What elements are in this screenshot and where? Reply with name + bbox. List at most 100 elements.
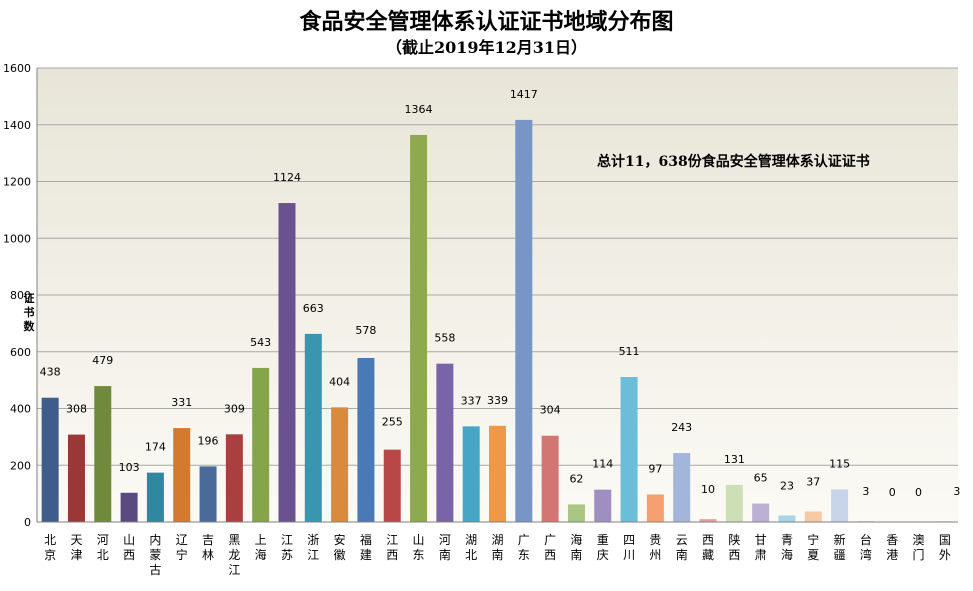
data-label: 62 [569,472,583,485]
bar-青海 [778,515,796,522]
data-label: 243 [671,421,692,434]
data-label: 1417 [510,88,538,101]
chart-subtitle: （截止2019年12月31日） [385,38,588,57]
data-label: 479 [92,354,113,367]
bar-四川 [620,377,638,522]
data-label: 0 [889,486,896,499]
data-label: 37 [806,476,820,489]
bar-新疆 [831,489,849,522]
bar-河北 [94,386,112,522]
x-tick-label: 辽宁 [176,533,188,562]
x-tick-label: 甘肃 [755,533,767,562]
data-label: 103 [119,461,140,474]
x-tick-label: 安徽 [334,532,346,562]
data-label: 114 [592,458,613,471]
data-label: 578 [355,324,376,337]
data-label: 131 [724,453,745,466]
data-label: 309 [224,402,245,415]
x-tick-label: 海南 [570,532,582,562]
x-tick-label: 陕西 [728,532,740,562]
data-label: 1124 [273,171,301,184]
y-tick-label: 600 [10,346,31,359]
x-tick-label: 湖南 [491,532,503,562]
data-label: 543 [250,336,271,349]
data-label: 337 [461,394,482,407]
x-tick-label: 江苏 [281,533,293,562]
data-label: 663 [303,302,324,315]
y-tick-labels: 0 200 400 600 800 1000 1200 1400 1600 [3,62,31,529]
data-label: 10 [701,483,715,496]
data-label: 404 [329,375,350,388]
y-tick-label: 1600 [3,62,31,75]
bar-江苏 [278,203,296,522]
y-tick-label: 800 [10,289,31,302]
x-tick-label: 上海 [255,533,267,562]
data-label: 174 [145,441,166,454]
x-tick-label: 四川 [623,533,635,562]
bar-广东 [515,119,533,523]
x-tick-label: 青海 [781,533,793,562]
bar-山东 [410,134,428,522]
x-tick-label: 福建 [360,532,372,562]
bar-重庆 [594,489,612,522]
data-label: 0 [915,486,922,499]
data-label: 115 [829,457,850,470]
x-tick-label: 北京 [44,533,56,562]
x-tick-label: 山东 [413,533,425,562]
x-tick-label: 江西 [386,533,398,562]
bar-湖北 [462,426,480,522]
x-tick-label: 云南 [676,533,688,562]
x-tick-label: 香港 [886,533,898,562]
y-tick-label: 1200 [3,176,31,189]
bar-河南 [436,363,454,522]
bar-陕西 [725,484,743,522]
data-label: 255 [382,416,403,429]
x-tick-label: 广西 [544,533,556,562]
bar-山西 [120,492,138,522]
data-label: 196 [198,434,219,447]
bar-黑龙江 [225,434,243,522]
data-label: 558 [434,332,455,345]
x-tick-label: 贵州 [649,533,661,562]
y-tick-label: 400 [10,403,31,416]
bar-宁夏 [804,511,822,522]
x-tick-label: 新疆 [834,532,846,562]
x-tick-label: 澳门 [913,533,925,562]
bar-贵州 [646,494,664,522]
bar-北京 [41,397,59,522]
data-labels: 4383084791031743311963095431124663404578… [40,88,961,499]
bar-内蒙古 [146,472,164,522]
bar-海南 [567,504,585,522]
data-label: 3 [862,485,869,498]
data-label: 65 [754,472,768,485]
total-annotation: 总计11，638份食品安全管理体系认证证书 [597,154,870,170]
bar-甘肃 [752,503,770,522]
bar-天津 [67,434,85,522]
y-tick-label: 0 [24,516,31,529]
data-label: 97 [648,462,662,475]
bars [41,119,954,523]
bar-广西 [541,435,559,522]
x-tick-label: 浙江 [307,533,319,562]
x-tick-label: 山西 [123,533,135,562]
bar-云南 [673,453,691,522]
data-label: 331 [171,396,192,409]
x-tick-label: 内蒙古 [149,533,161,577]
bar-浙江 [304,333,322,522]
bar-福建 [357,357,375,522]
data-label: 304 [540,404,561,417]
x-tick-label: 重庆 [597,533,609,562]
data-label: 511 [619,345,640,358]
data-label: 339 [487,394,508,407]
bar-湖南 [489,425,506,522]
y-axis-label: 证书数 [23,292,35,333]
x-tick-label: 湖北 [465,532,477,562]
bar-辽宁 [173,428,191,522]
gridlines [37,67,958,466]
x-tick-label: 天津 [70,533,82,562]
bar-西藏 [699,519,717,522]
bar-安徽 [331,407,349,522]
x-tick-label: 宁夏 [807,532,819,562]
